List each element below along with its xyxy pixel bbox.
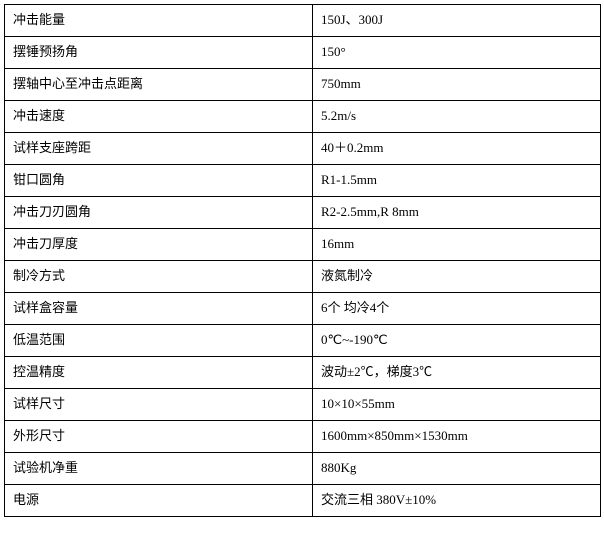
spec-value: 40＋0.2mm xyxy=(313,133,601,165)
spec-label: 试样支座跨距 xyxy=(5,133,313,165)
spec-label: 冲击刀刃圆角 xyxy=(5,197,313,229)
spec-label: 摆锤预扬角 xyxy=(5,37,313,69)
spec-label: 冲击速度 xyxy=(5,101,313,133)
spec-value: 10×10×55mm xyxy=(313,389,601,421)
spec-label: 摆轴中心至冲击点距离 xyxy=(5,69,313,101)
table-row: 控温精度波动±2℃，梯度3℃ xyxy=(5,357,601,389)
spec-table: 冲击能量150J、300J摆锤预扬角150°摆轴中心至冲击点距离750mm冲击速… xyxy=(4,4,601,517)
spec-label: 试验机净重 xyxy=(5,453,313,485)
spec-label: 钳口圆角 xyxy=(5,165,313,197)
table-row: 试样尺寸10×10×55mm xyxy=(5,389,601,421)
table-row: 冲击能量150J、300J xyxy=(5,5,601,37)
spec-label: 试样盒容量 xyxy=(5,293,313,325)
spec-label: 控温精度 xyxy=(5,357,313,389)
spec-label: 试样尺寸 xyxy=(5,389,313,421)
table-row: 低温范围0℃~-190℃ xyxy=(5,325,601,357)
spec-value: 波动±2℃，梯度3℃ xyxy=(313,357,601,389)
spec-label: 冲击能量 xyxy=(5,5,313,37)
spec-label: 电源 xyxy=(5,485,313,517)
table-row: 钳口圆角R1-1.5mm xyxy=(5,165,601,197)
spec-value: 液氮制冷 xyxy=(313,261,601,293)
table-row: 电源交流三相 380V±10% xyxy=(5,485,601,517)
table-row: 摆锤预扬角150° xyxy=(5,37,601,69)
table-row: 试样盒容量6个 均冷4个 xyxy=(5,293,601,325)
table-row: 外形尺寸1600mm×850mm×1530mm xyxy=(5,421,601,453)
table-row: 冲击速度5.2m/s xyxy=(5,101,601,133)
spec-value: 交流三相 380V±10% xyxy=(313,485,601,517)
spec-value: 150° xyxy=(313,37,601,69)
spec-label: 外形尺寸 xyxy=(5,421,313,453)
spec-value: R2-2.5mm,R 8mm xyxy=(313,197,601,229)
table-row: 试样支座跨距40＋0.2mm xyxy=(5,133,601,165)
spec-value: 150J、300J xyxy=(313,5,601,37)
table-row: 试验机净重880Kg xyxy=(5,453,601,485)
spec-value: 880Kg xyxy=(313,453,601,485)
spec-value: 750mm xyxy=(313,69,601,101)
table-row: 摆轴中心至冲击点距离750mm xyxy=(5,69,601,101)
spec-value: 1600mm×850mm×1530mm xyxy=(313,421,601,453)
table-row: 冲击刀刃圆角R2-2.5mm,R 8mm xyxy=(5,197,601,229)
spec-value: 6个 均冷4个 xyxy=(313,293,601,325)
spec-label: 制冷方式 xyxy=(5,261,313,293)
spec-label: 低温范围 xyxy=(5,325,313,357)
table-row: 制冷方式液氮制冷 xyxy=(5,261,601,293)
spec-table-body: 冲击能量150J、300J摆锤预扬角150°摆轴中心至冲击点距离750mm冲击速… xyxy=(5,5,601,517)
spec-label: 冲击刀厚度 xyxy=(5,229,313,261)
spec-value: 5.2m/s xyxy=(313,101,601,133)
spec-value: R1-1.5mm xyxy=(313,165,601,197)
spec-value: 0℃~-190℃ xyxy=(313,325,601,357)
table-row: 冲击刀厚度16mm xyxy=(5,229,601,261)
spec-value: 16mm xyxy=(313,229,601,261)
